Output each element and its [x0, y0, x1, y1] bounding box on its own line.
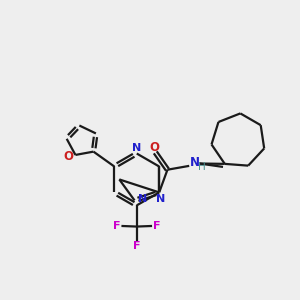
Text: F: F — [133, 241, 140, 251]
Text: F: F — [113, 221, 121, 231]
Text: H: H — [198, 162, 206, 172]
Text: O: O — [149, 140, 159, 154]
Text: N: N — [131, 142, 141, 153]
Text: N: N — [156, 194, 165, 204]
Text: O: O — [63, 150, 74, 163]
Text: N: N — [190, 156, 200, 169]
Text: F: F — [153, 221, 160, 231]
Text: N: N — [138, 194, 147, 204]
